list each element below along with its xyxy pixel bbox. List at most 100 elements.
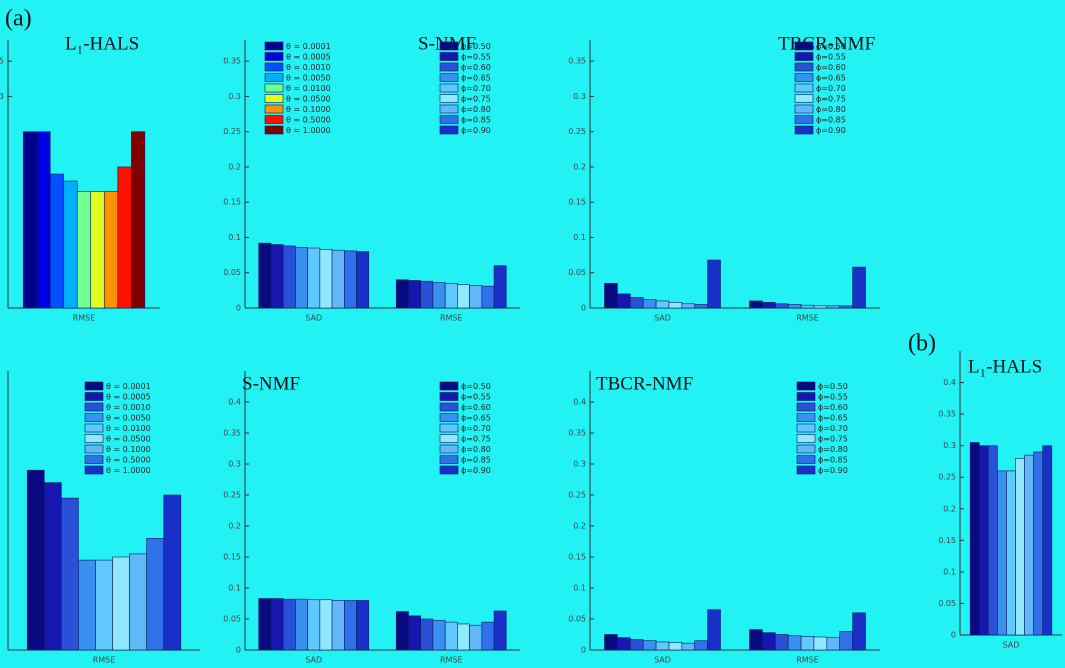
legend-swatch: [795, 63, 813, 71]
bar: [295, 599, 307, 650]
x-tick-label: RMSE: [440, 656, 463, 665]
legend-swatch: [795, 126, 813, 134]
y-tick-label: 0.3: [228, 92, 241, 101]
bar: [357, 600, 369, 650]
legend-label: ϕ=0.75: [461, 95, 491, 104]
legend-label: ϕ=0.55: [818, 393, 848, 402]
bar: [308, 600, 320, 650]
bar: [421, 281, 433, 308]
bar: [1006, 471, 1015, 635]
legend-label: ϕ=0.50: [818, 382, 848, 391]
legend-label: ϕ=0.65: [818, 414, 848, 423]
y-tick-label: 0.15: [223, 198, 241, 207]
bar: [131, 132, 145, 308]
legend-swatch: [795, 105, 813, 113]
legend-label: θ = 0.0010: [286, 63, 331, 72]
bar: [775, 304, 788, 308]
bar: [1016, 458, 1025, 635]
legend-label: θ = 0.0005: [106, 393, 151, 402]
legend-label: ϕ=0.80: [461, 105, 491, 114]
legend-swatch: [265, 63, 283, 71]
bar: [814, 637, 827, 650]
x-tick-label: RMSE: [796, 314, 819, 323]
legend-swatch: [795, 84, 813, 92]
legend-label: ϕ=0.90: [461, 466, 491, 475]
bar: [283, 599, 295, 650]
legend-swatch: [440, 42, 458, 50]
legend-swatch: [797, 456, 815, 464]
legend-swatch: [795, 116, 813, 124]
y-tick-label: 0.1: [573, 233, 586, 242]
y-tick-label: 0.3: [573, 460, 586, 469]
legend-swatch: [265, 116, 283, 124]
legend-swatch: [795, 53, 813, 61]
bar: [482, 622, 494, 650]
legend-swatch: [440, 95, 458, 103]
legend-label: θ = 0.0050: [106, 414, 151, 423]
x-tick-label: RMSE: [440, 314, 463, 323]
bar: [308, 248, 320, 308]
legend-label: ϕ=0.80: [816, 105, 846, 114]
legend-label: θ = 0.0100: [106, 424, 151, 433]
y-tick-label: 0.25: [223, 491, 241, 500]
y-tick-label: 0.1: [943, 567, 956, 576]
y-tick-label: 0.25: [223, 127, 241, 136]
y-tick-label: 0.2: [228, 522, 241, 531]
x-tick-label: SAD: [654, 656, 671, 665]
legend-label: θ = 0.0500: [286, 95, 331, 104]
bar: [77, 192, 91, 308]
legend-label: ϕ=0.60: [816, 63, 846, 72]
bar: [118, 167, 132, 308]
bar: [1034, 452, 1043, 635]
y-tick-label: 0: [951, 631, 956, 640]
legend-swatch: [440, 116, 458, 124]
bar: [494, 611, 506, 650]
legend-swatch: [440, 456, 458, 464]
legend-swatch: [797, 424, 815, 432]
y-tick-label: 0.35: [568, 429, 586, 438]
bar: [320, 600, 332, 650]
legend-swatch: [440, 414, 458, 422]
legend-swatch: [85, 424, 103, 432]
bar: [750, 630, 763, 650]
y-tick-label: 0.05: [938, 599, 956, 608]
y-tick-label: 0.05: [223, 268, 241, 277]
y-tick-label: 0.25: [568, 127, 586, 136]
legend-label: θ = 1.0000: [106, 466, 151, 475]
legend-swatch: [265, 95, 283, 103]
y-tick-label: 0.3: [943, 441, 956, 450]
legend-swatch: [85, 445, 103, 453]
legend-label: ϕ=0.75: [818, 435, 848, 444]
bar: [1025, 455, 1034, 635]
bar: [130, 554, 147, 650]
y-tick-label: 0.1: [228, 584, 241, 593]
bar: [457, 285, 469, 308]
legend-swatch: [797, 414, 815, 422]
bar: [788, 304, 801, 308]
y-tick-label: 0: [236, 304, 241, 313]
panel-title: S-NMF: [242, 373, 300, 394]
bar: [814, 306, 827, 308]
y-tick-label: 0.4: [228, 398, 241, 407]
legend-swatch: [265, 126, 283, 134]
y-tick-label: 0.05: [223, 615, 241, 624]
bar: [470, 625, 482, 650]
bar: [104, 192, 118, 308]
bar: [970, 443, 979, 635]
bar: [750, 301, 763, 308]
bar: [50, 174, 64, 308]
x-tick-label: RMSE: [796, 656, 819, 665]
legend-swatch: [440, 126, 458, 134]
legend-label: θ = 1.0000: [286, 126, 331, 135]
bar: [408, 280, 420, 308]
legend-swatch: [440, 435, 458, 443]
bar: [630, 297, 643, 308]
legend-label: θ = 0.1000: [286, 105, 331, 114]
bar: [643, 300, 656, 308]
bar: [617, 638, 630, 650]
legend-label: ϕ=0.85: [461, 456, 491, 465]
legend-swatch: [795, 42, 813, 50]
bar: [164, 495, 181, 650]
legend-swatch: [85, 466, 103, 474]
x-tick-label: RMSE: [93, 656, 116, 665]
